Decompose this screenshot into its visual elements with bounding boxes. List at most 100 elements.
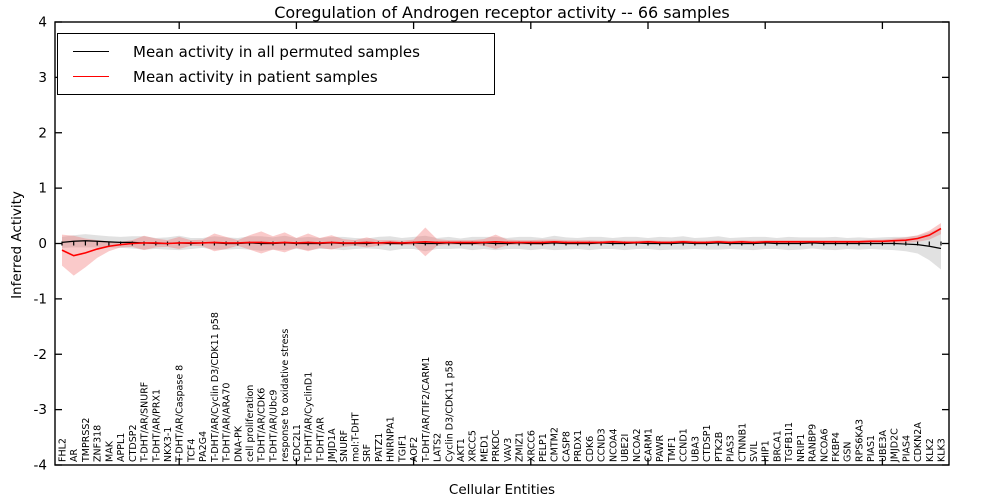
x-category-label: BRCA1: [772, 430, 783, 462]
y-tick-label: -3: [34, 402, 47, 418]
x-category-label: JMJD1A: [327, 428, 338, 463]
std-band: [62, 223, 941, 276]
x-axis-label: Cellular Entities: [448, 482, 556, 498]
x-category-label: NKX3-1: [163, 427, 174, 462]
y-tick-label: 0: [38, 236, 47, 252]
x-category-label: CTDSP2: [128, 424, 139, 462]
x-category-label: Cyclin D3/CDK11 p58: [444, 360, 455, 462]
y-tick-label: 3: [38, 70, 47, 86]
y-tick-label: 1: [38, 181, 47, 197]
x-category-label: RANBP9: [808, 424, 819, 462]
x-category-label: RPS6KA3: [854, 419, 865, 462]
x-category-label: T-DHT/AR/SNURF: [140, 382, 151, 463]
x-category-label: XRCC5: [468, 430, 479, 462]
x-category-label: PAWR: [655, 435, 666, 462]
x-category-label: JMJD2C: [890, 428, 901, 463]
x-category-label: PIAS4: [901, 435, 912, 462]
x-category-label: T-DHT/AR/ARA70: [222, 383, 233, 463]
x-category-label: TCF4: [186, 439, 197, 463]
x-category-label: KLK2: [925, 438, 936, 462]
x-category-label: HNRNPA1: [386, 416, 397, 462]
x-category-label: T-DHT/AR: [315, 417, 326, 463]
x-category-label: HIP1: [761, 440, 772, 462]
x-category-label: CCND3: [597, 428, 608, 462]
x-category-label: UBE3A: [878, 429, 889, 462]
y-axis-label: Inferred Activity: [9, 191, 25, 299]
x-category-label: SRF: [362, 444, 373, 462]
x-category-label: AOF2: [409, 437, 420, 462]
x-category-label: CMTM2: [550, 427, 561, 462]
x-category-label: CTNNB1: [737, 423, 748, 462]
x-category-label: PRDX1: [573, 430, 584, 462]
x-category-label: XRCC6: [526, 430, 537, 462]
x-category-label: UBA3: [690, 436, 701, 462]
x-category-label: T-DHT/AR/Cyclin D3/CDK11 p58: [210, 312, 221, 463]
x-category-label: ZMIZ1: [515, 432, 526, 462]
x-category-label: PA2G4: [198, 431, 209, 462]
x-category-label: CASP8: [561, 431, 572, 462]
x-category-label: cell proliferation: [245, 385, 256, 462]
x-category-label: T-DHT/AR/CyclinD1: [304, 372, 315, 463]
x-category-label: NRIP1: [796, 434, 807, 462]
x-category-label: MED1: [479, 434, 490, 462]
patient-line-swatch: [73, 76, 109, 77]
x-category-label: AR: [69, 449, 80, 462]
x-category-label: APPL1: [116, 433, 127, 462]
x-category-label: PATZ1: [374, 433, 385, 462]
x-category-label: NCOA2: [632, 428, 643, 462]
x-category-label: DNA-PK: [233, 425, 244, 462]
x-category-label: PIAS3: [726, 435, 737, 462]
x-category-label: FHL2: [58, 438, 69, 462]
y-tick-label: 4: [38, 15, 47, 31]
x-category-label: PRKDC: [491, 429, 502, 462]
std-band: [62, 227, 941, 270]
x-category-label: CARM1: [644, 428, 655, 462]
legend-item-patient: Mean activity in patient samples: [58, 68, 494, 86]
y-tick-label: -1: [34, 291, 47, 307]
x-category-label: CTDSP1: [702, 424, 713, 462]
x-category-label: UBE2I: [620, 434, 631, 462]
x-category-label: T-DHT/AR/Caspase 8: [175, 365, 186, 463]
x-category-label: CDKN2A: [913, 422, 924, 462]
x-category-label: TMPRSS2: [81, 418, 92, 463]
x-category-label: mol:T-DHT: [351, 412, 362, 462]
x-category-label: PELP1: [538, 433, 549, 462]
x-category-label: AKT1: [456, 438, 467, 462]
x-category-label: SVIL: [749, 441, 760, 462]
x-category-label: VAV3: [503, 438, 514, 462]
x-category-label: T-DHT/AR/PRX1: [151, 389, 162, 463]
x-category-label: PIAS1: [866, 435, 877, 462]
x-category-label: TGIF1: [397, 435, 408, 463]
x-category-label: GSN: [843, 442, 854, 463]
x-category-label: PTK2B: [714, 432, 725, 462]
legend-label-patient: Mean activity in patient samples: [133, 67, 378, 86]
x-category-label: KLK3: [937, 438, 948, 462]
x-category-label: TMF1: [667, 436, 678, 463]
x-category-label: CDK6: [585, 436, 596, 462]
y-tick-label: -2: [34, 347, 47, 363]
y-tick-label: 2: [38, 125, 47, 141]
x-category-label: LATS2: [433, 433, 444, 462]
x-category-label: MAK: [104, 440, 115, 462]
legend: Mean activity in all permuted samples Me…: [57, 33, 495, 95]
x-category-label: ZNF318: [93, 425, 104, 462]
legend-item-permuted: Mean activity in all permuted samples: [58, 43, 494, 61]
x-category-label: NCOA6: [819, 428, 830, 462]
x-category-label: T-DHT/AR/CDK6: [257, 388, 268, 463]
legend-label-permuted: Mean activity in all permuted samples: [133, 42, 420, 61]
chart-title: Coregulation of Androgen receptor activi…: [274, 3, 730, 22]
x-category-label: CCND1: [679, 428, 690, 462]
x-category-label: T-DHT/AR/Ubc9: [268, 390, 279, 463]
y-tick-label: -4: [34, 458, 47, 474]
x-category-label: response to oxidative stress: [280, 329, 291, 462]
x-category-label: FKBP4: [831, 432, 842, 462]
x-category-label: TGFB1I1: [784, 422, 795, 463]
x-category-label: CDC2L1: [292, 424, 303, 462]
x-category-label: SNURF: [339, 430, 350, 462]
permuted-line-swatch: [73, 51, 109, 52]
patient-mean-line: [61, 227, 942, 257]
x-category-label: T-DHT/AR/TIF2/CARM1: [421, 357, 432, 463]
x-category-label: NCOA4: [608, 428, 619, 462]
